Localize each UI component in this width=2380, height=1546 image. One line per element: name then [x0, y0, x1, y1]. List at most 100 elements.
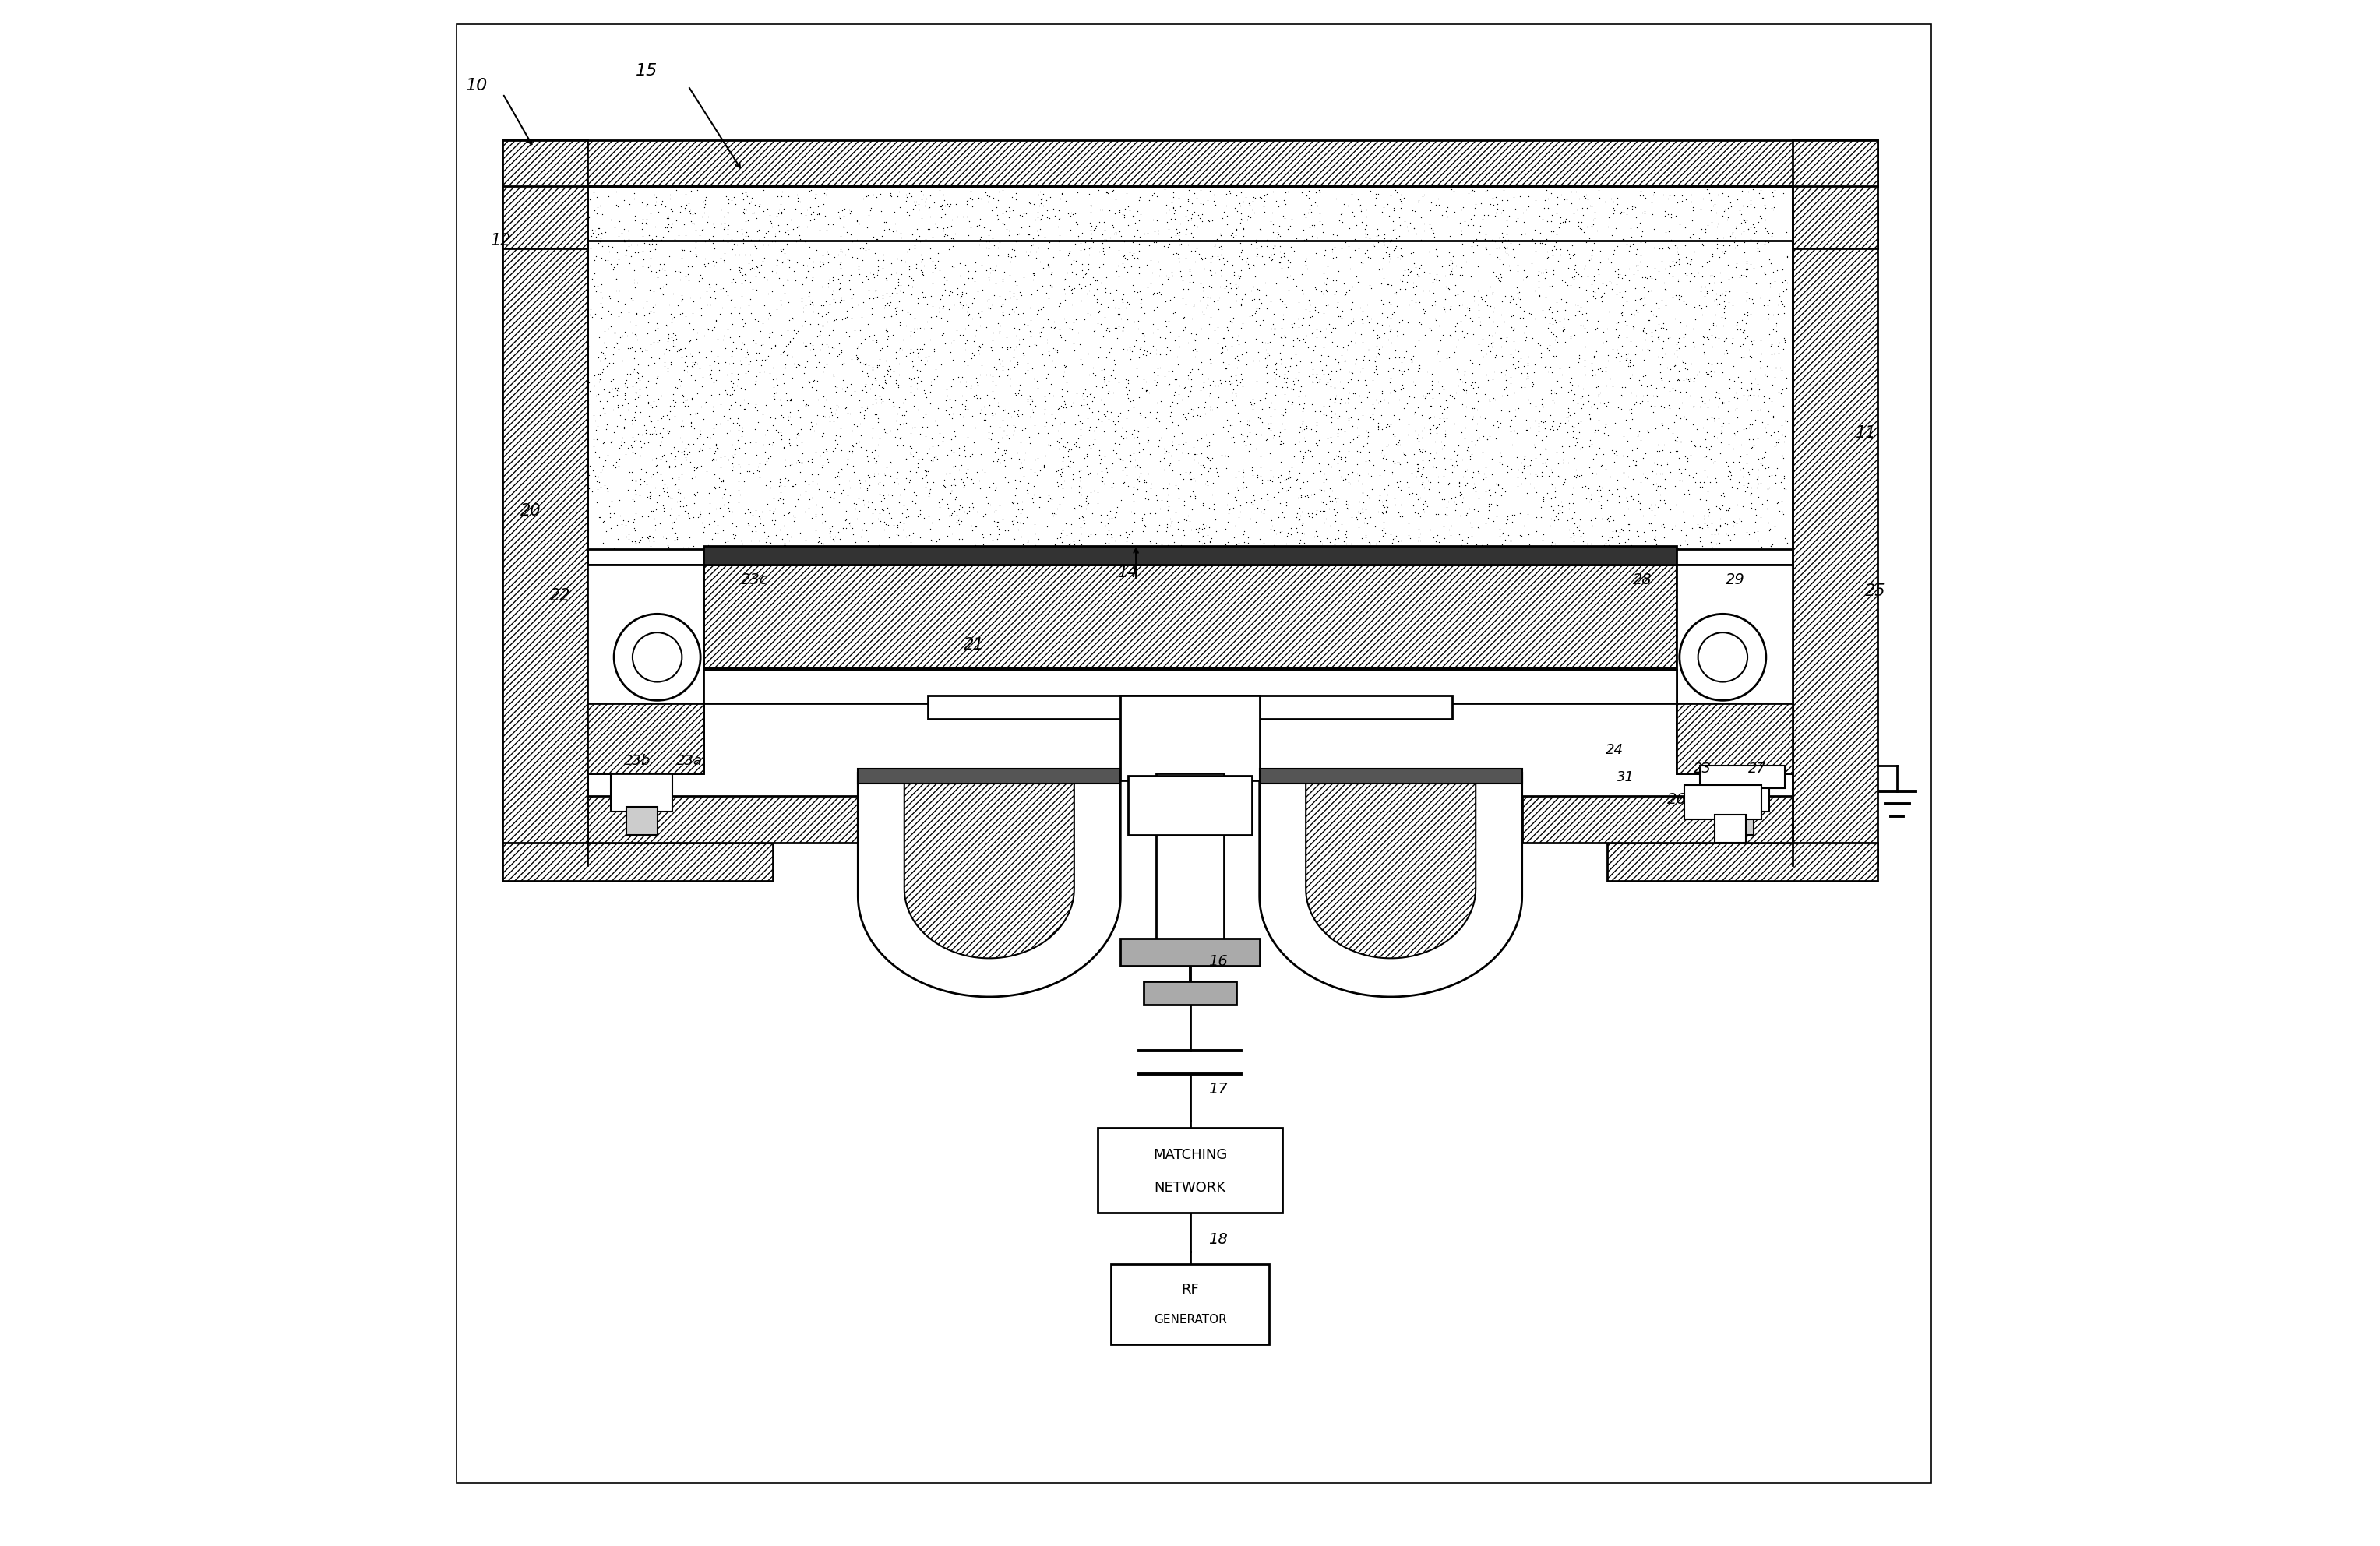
Point	[609, 436, 647, 461]
Point	[1666, 379, 1704, 404]
Point	[1140, 448, 1178, 473]
Point	[1111, 346, 1150, 371]
Point	[721, 260, 759, 284]
Point	[647, 479, 685, 504]
Point	[1047, 408, 1085, 433]
Point	[1304, 220, 1342, 244]
Point	[1383, 349, 1421, 374]
Point	[576, 408, 614, 433]
Point	[1316, 244, 1354, 269]
Point	[895, 393, 933, 417]
Point	[859, 506, 897, 530]
Point	[1499, 281, 1537, 306]
Point	[1345, 506, 1383, 530]
Point	[681, 419, 719, 444]
Point	[1392, 348, 1430, 373]
Point	[709, 447, 747, 472]
Point	[1178, 428, 1216, 453]
Point	[1549, 209, 1587, 233]
Point	[1159, 382, 1197, 407]
Point	[1630, 308, 1668, 332]
Point	[904, 317, 942, 342]
Point	[807, 439, 845, 464]
Point	[1302, 318, 1340, 343]
Point	[1371, 306, 1409, 331]
Point	[1737, 238, 1775, 263]
Point	[1554, 264, 1592, 289]
Point	[681, 223, 719, 247]
Point	[578, 390, 616, 414]
Point	[764, 250, 802, 275]
Point	[814, 487, 852, 512]
Point	[1290, 312, 1328, 337]
Point	[1661, 430, 1699, 455]
Point	[1680, 359, 1718, 383]
Point	[1507, 221, 1545, 246]
Point	[816, 436, 854, 461]
Point	[1704, 360, 1742, 385]
Point	[1618, 489, 1656, 513]
Point	[1130, 530, 1169, 555]
Point	[928, 383, 966, 408]
Point	[1192, 394, 1230, 419]
Point	[1549, 241, 1587, 266]
Point	[1466, 298, 1504, 323]
Point	[1311, 410, 1349, 434]
Point	[1435, 178, 1473, 203]
Point	[962, 335, 1000, 360]
Point	[724, 271, 762, 295]
Point	[1692, 359, 1730, 383]
Point	[985, 518, 1023, 543]
Point	[1526, 189, 1564, 213]
Point	[976, 385, 1014, 410]
Point	[1752, 274, 1790, 298]
Point	[1311, 529, 1349, 553]
Point	[1121, 468, 1159, 493]
Point	[966, 215, 1004, 240]
Point	[1347, 485, 1385, 510]
Point	[795, 199, 833, 224]
Point	[688, 351, 726, 376]
Point	[1447, 472, 1485, 496]
Point	[1164, 305, 1202, 329]
Point	[850, 436, 888, 461]
Point	[685, 252, 724, 277]
Point	[1416, 266, 1454, 291]
Point	[1050, 532, 1088, 557]
Point	[1154, 241, 1192, 266]
Point	[769, 523, 807, 547]
Point	[985, 448, 1023, 473]
Point	[1095, 213, 1133, 238]
Point	[1654, 264, 1692, 289]
Point	[633, 227, 671, 252]
Point	[864, 223, 902, 247]
Point	[1557, 260, 1595, 284]
Point	[843, 373, 881, 397]
Point	[1221, 291, 1259, 315]
Point	[1242, 397, 1280, 422]
Point	[616, 323, 654, 348]
Point	[1342, 193, 1380, 218]
Point	[1028, 489, 1066, 513]
Point	[1495, 315, 1533, 340]
Point	[1764, 464, 1802, 489]
Point	[1145, 445, 1183, 470]
Point	[1735, 427, 1773, 451]
Point	[902, 368, 940, 393]
Point	[609, 526, 647, 550]
Point	[793, 291, 831, 315]
Point	[1321, 391, 1359, 416]
Point	[1695, 424, 1733, 448]
Point	[881, 179, 919, 204]
Point	[735, 257, 774, 281]
Point	[1454, 240, 1492, 264]
Point	[762, 404, 800, 428]
Point	[1492, 283, 1530, 308]
Point	[776, 489, 814, 513]
Point	[1573, 207, 1611, 232]
Point	[957, 515, 995, 540]
Point	[785, 229, 823, 254]
Point	[1566, 348, 1604, 373]
Point	[1509, 351, 1547, 376]
Point	[978, 207, 1016, 232]
